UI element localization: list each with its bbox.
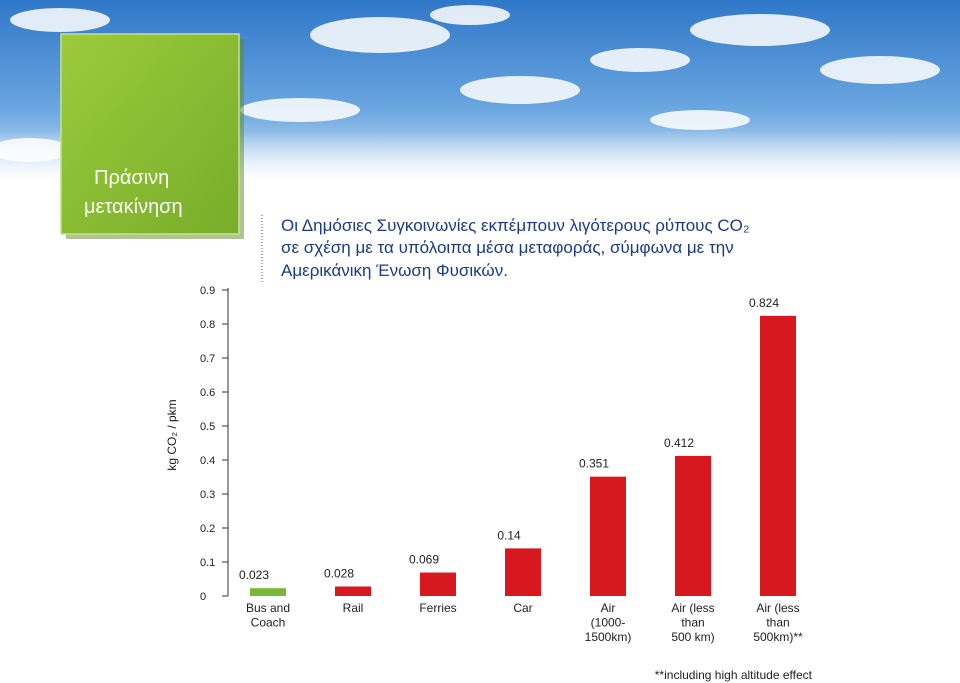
x-tick-label: Rail [343,601,364,615]
bar [250,588,286,596]
y-tick-label: 0.1 [200,557,215,569]
y-tick-label: 0.2 [200,523,215,535]
bar [675,455,711,596]
y-tick-label: 0.3 [200,489,215,501]
y-axis-label: kg CO₂ / pkm [165,399,179,470]
value-label: 0.028 [324,566,354,580]
y-tick-label: 0.8 [200,319,215,331]
value-label: 0.824 [749,296,779,310]
y-tick-label: 0.4 [200,455,215,467]
value-label: 0.023 [239,568,269,582]
x-tick-label: Car [513,601,532,615]
bar [335,586,371,596]
y-tick-label: 0.7 [200,353,215,365]
chart-title: σε σχέση με τα υπόλοιπα μέσα μεταφοράς, … [281,238,734,257]
chart-title: Οι Δημόσιες Συγκοινωνίες εκπέμπουν λιγότ… [281,216,749,235]
value-label: 0.412 [664,436,694,450]
chart-title: Αμερικάνικη Ένωση Φυσικών. [281,261,508,280]
x-tick-label: Air (1000-1500km) [585,601,632,644]
x-tick-label: Ferries [419,601,456,615]
value-label: 0.069 [409,553,439,567]
x-tick-label: Bus and Coach [246,601,290,630]
badge [60,33,240,235]
value-label: 0.351 [579,457,609,471]
badge-text: Πράσινη [94,167,169,189]
y-tick-label: 0 [200,591,206,603]
y-tick-label: 0.6 [200,387,215,399]
y-tick-label: 0.5 [200,421,215,433]
bar [590,476,626,596]
value-label: 0.14 [497,528,521,542]
footnote: **including high altitude effect [655,668,813,682]
x-tick-label: Air (less than 500km)** [753,601,803,644]
y-tick-label: 0.9 [200,285,215,297]
bar [420,572,456,596]
bar [760,315,796,596]
badge-text: μετακίνηση [84,196,183,218]
bar [505,548,541,596]
x-tick-label: Air (less than 500 km) [671,601,714,644]
